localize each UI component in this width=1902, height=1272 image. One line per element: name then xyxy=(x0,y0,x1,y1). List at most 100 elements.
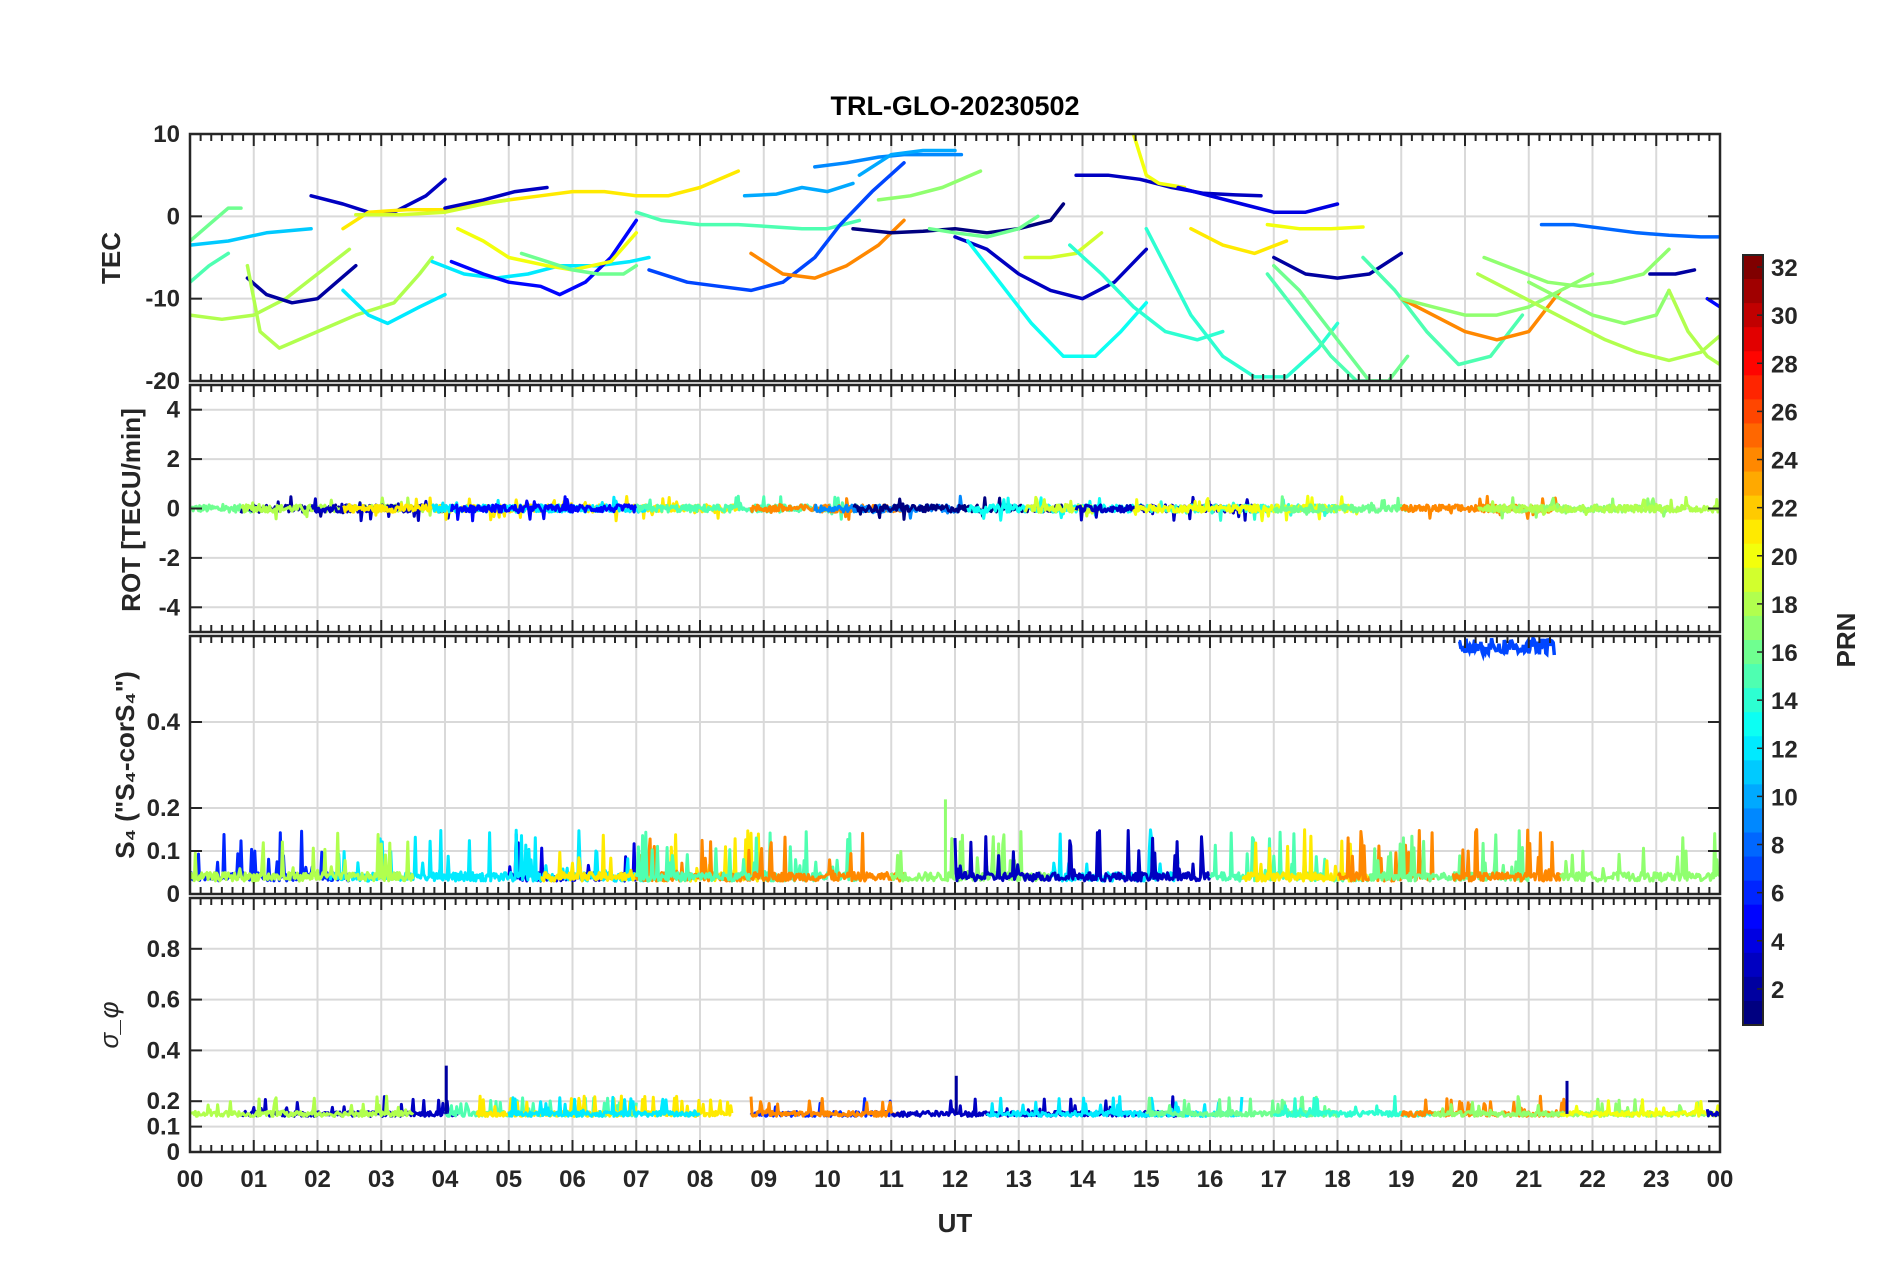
tec-series-prn-17 xyxy=(1399,272,1595,317)
tec-series-prn-21 xyxy=(341,169,741,231)
rot-ylabel: ROT [TECU/min] xyxy=(116,408,146,612)
tec-ytick-label: 10 xyxy=(153,121,180,148)
x-tick-label: 15 xyxy=(1133,1166,1160,1193)
sigma-band-prn-3 xyxy=(1705,1108,1720,1118)
tec-series-prn-2 xyxy=(1648,268,1697,276)
colorbar-tick-label: 16 xyxy=(1771,640,1798,667)
colorbar-segment xyxy=(1743,976,1763,1002)
tec-series-prn-18 xyxy=(190,247,352,322)
sigma-band-prn-20 xyxy=(1559,1098,1720,1118)
tec-series-prn-1 xyxy=(851,202,1066,235)
sigma-ylabel: σ_φ xyxy=(94,1001,124,1048)
colorbar-segment xyxy=(1743,1000,1763,1026)
colorbar-tick-label: 2 xyxy=(1771,977,1784,1004)
x-tick-label: 13 xyxy=(1005,1166,1032,1193)
tec-series-prn-18 xyxy=(1476,272,1720,363)
tec-series-prn-16 xyxy=(190,206,243,243)
x-tick-label: 23 xyxy=(1643,1166,1670,1193)
x-axis-label: UT xyxy=(938,1208,973,1238)
x-tick-label: 07 xyxy=(623,1166,650,1193)
tec-series-prn-11 xyxy=(190,226,313,247)
rot-band-prn-5 xyxy=(449,495,638,523)
x-tick-label: 12 xyxy=(942,1166,969,1193)
tec-series-prn-21 xyxy=(1189,226,1289,256)
colorbar-segment xyxy=(1743,543,1763,569)
colorbar-segment xyxy=(1743,640,1763,665)
tec-series-prn-24 xyxy=(749,218,906,280)
tec-series-prn-2 xyxy=(1272,251,1404,280)
rot-band-prn-19 xyxy=(1023,495,1103,518)
colorbar-segment xyxy=(1743,591,1763,617)
tec-series-prn-20 xyxy=(456,226,639,272)
x-tick-label: 00 xyxy=(1707,1166,1734,1193)
x-tick-label: 00 xyxy=(177,1166,204,1193)
colorbar-segment xyxy=(1743,615,1763,641)
sigma-band-prn-16 xyxy=(1145,1095,1339,1118)
tec-series-prn-10 xyxy=(742,181,855,198)
tec-series-prn-15 xyxy=(1361,255,1525,367)
colorbar-segment xyxy=(1743,952,1763,978)
colorbar-segment xyxy=(1743,688,1763,713)
s4-axes: 0.4 0.2 0.1 0 xyxy=(147,634,1722,908)
rot-ytick-label: -2 xyxy=(159,545,180,572)
colorbar-tick-label: 28 xyxy=(1771,351,1798,378)
x-tick-labels: 00 01 02 03 04 05 06 07 08 09 10 11 12 13 14 15 16 17 18 19… xyxy=(177,1166,1734,1193)
colorbar-tick-label: 4 xyxy=(1771,929,1785,956)
tec-series-prn-18 xyxy=(245,255,435,350)
tec-series-prn-14 xyxy=(1068,243,1225,342)
x-tick-label: 10 xyxy=(814,1166,841,1193)
colorbar-segment xyxy=(1743,399,1763,425)
colorbar-tick-label: 12 xyxy=(1771,736,1798,763)
s4-ytick-label: 0 xyxy=(167,881,180,908)
sigma-ytick-label: 0.1 xyxy=(147,1114,180,1141)
tec-ylabel: TEC xyxy=(96,232,126,284)
tec-series-prn-15 xyxy=(1265,272,1384,381)
tec-series-prn-3 xyxy=(443,185,549,210)
colorbar-segment xyxy=(1743,447,1763,473)
rot-series xyxy=(190,494,1720,523)
tec-series-prn-16 xyxy=(927,214,1040,239)
x-tick-label: 17 xyxy=(1260,1166,1287,1193)
x-tick-label: 11 xyxy=(879,1166,904,1193)
colorbar-segment xyxy=(1743,375,1763,400)
colorbar-segment xyxy=(1743,904,1763,930)
tec-series-prn-24 xyxy=(1399,288,1563,342)
colorbar-segment xyxy=(1743,736,1763,761)
panel-rot: 4 2 0 -2 -4 ROT [TECU/min] xyxy=(116,383,1722,634)
colorbar-segment xyxy=(1743,471,1763,497)
rot-ytick-label: 2 xyxy=(167,446,180,473)
colorbar-tick-label: 8 xyxy=(1771,833,1784,860)
tec-series-prn-17 xyxy=(876,169,983,202)
rot-ytick-label: 0 xyxy=(167,496,180,523)
tec-series xyxy=(190,134,1720,381)
x-tick-label: 04 xyxy=(432,1166,459,1193)
colorbar-tick-label: 24 xyxy=(1771,448,1798,475)
s4-band-prn-17 xyxy=(1559,832,1720,883)
tec-series-prn-17 xyxy=(1527,280,1671,326)
tec-ytick-label: 0 xyxy=(167,203,180,230)
colorbar-segment xyxy=(1743,856,1763,882)
colorbar-segment xyxy=(1743,423,1763,449)
rot-band-prn-20 xyxy=(1132,494,1365,523)
s4-ylabel: S₄ ("S₄-corS₄") xyxy=(110,671,140,859)
colorbar-tick-label: 10 xyxy=(1771,784,1798,811)
sigma-ytick-label: 0 xyxy=(167,1139,180,1166)
tec-ytick-label: -20 xyxy=(145,368,180,395)
colorbar-segment xyxy=(1743,784,1763,810)
tec-series-prn-12 xyxy=(341,288,447,326)
s4-ytick-label: 0.4 xyxy=(147,709,181,736)
colorbar-segment xyxy=(1743,495,1763,521)
colorbar-tick-label: 14 xyxy=(1771,688,1798,715)
s4-band-prn-18 xyxy=(190,831,415,883)
colorbar-tick-label: 20 xyxy=(1771,544,1798,571)
colorbar-segment xyxy=(1743,327,1763,352)
colorbar-segment xyxy=(1743,832,1763,858)
tec-series-prn-2 xyxy=(245,263,358,305)
x-tick-label: 08 xyxy=(687,1166,714,1193)
colorbar-segment xyxy=(1743,664,1763,689)
tec-series-prn-15 xyxy=(190,251,231,284)
tec-series-prn-14 xyxy=(1144,226,1340,379)
tec-series-prn-7 xyxy=(647,161,906,293)
